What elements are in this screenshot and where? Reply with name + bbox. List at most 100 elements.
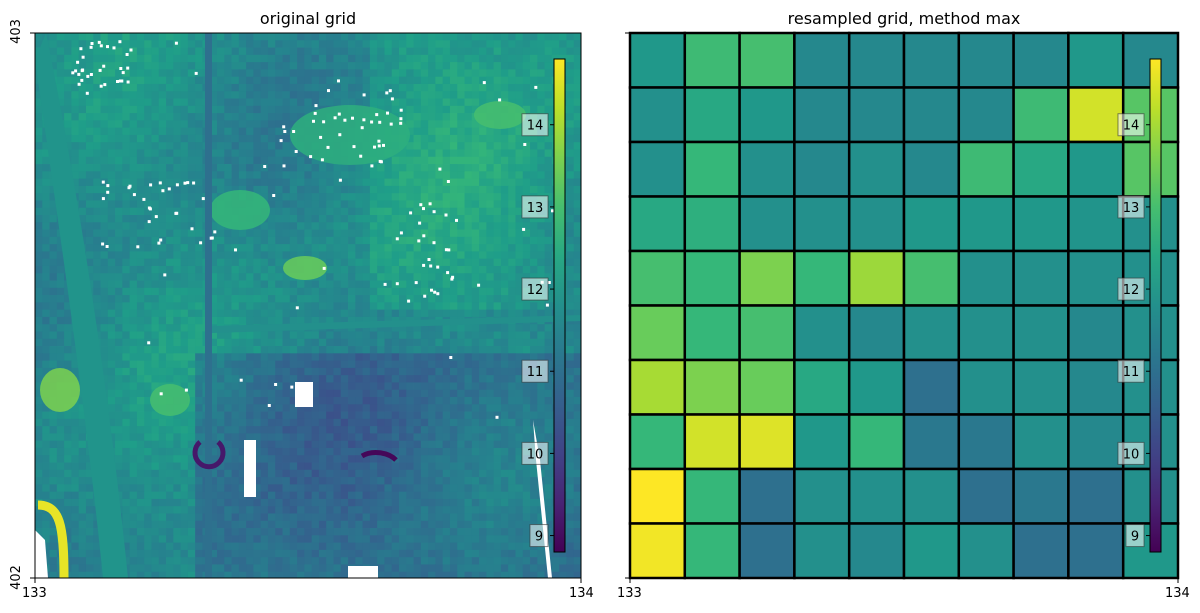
texture-cell xyxy=(64,33,72,41)
texture-cell xyxy=(399,469,407,478)
texture-cell xyxy=(158,447,167,456)
texture-cell xyxy=(151,236,160,245)
texture-cell xyxy=(129,404,138,412)
texture-cell xyxy=(530,229,538,238)
texture-cell xyxy=(522,433,531,442)
texture-cell xyxy=(115,120,123,129)
texture-cell xyxy=(136,302,145,311)
texture-cell xyxy=(238,33,247,41)
texture-cell xyxy=(479,207,487,216)
texture-cell xyxy=(151,62,160,70)
texture-cell xyxy=(93,69,101,78)
texture-cell xyxy=(399,33,407,41)
texture-cell xyxy=(333,171,342,179)
texture-cell xyxy=(56,83,65,92)
texture-cell xyxy=(180,353,189,361)
texture-cell xyxy=(115,98,123,107)
texture-cell xyxy=(413,149,422,158)
texture-cell xyxy=(406,251,414,260)
texture-cell xyxy=(515,477,524,485)
texture-cell xyxy=(195,69,203,78)
texture-cell xyxy=(457,47,465,56)
texture-cell xyxy=(464,164,473,172)
texture-cell xyxy=(85,498,94,507)
texture-cell xyxy=(297,40,305,48)
texture-cell xyxy=(180,498,189,507)
texture-cell xyxy=(35,360,43,369)
texture-cell xyxy=(449,33,458,41)
texture-cell xyxy=(35,375,43,383)
texture-cell xyxy=(479,258,487,267)
texture-cell xyxy=(231,309,240,318)
texture-cell xyxy=(253,113,262,121)
texture-cell xyxy=(435,273,444,281)
texture-cell xyxy=(566,62,575,70)
texture-cell xyxy=(115,309,123,318)
texture-cell xyxy=(544,251,553,260)
texture-cell xyxy=(187,455,196,463)
texture-cell xyxy=(369,498,378,507)
texture-cell xyxy=(537,309,545,318)
texture-cell xyxy=(508,178,516,187)
texture-cell xyxy=(100,120,109,129)
texture-cell xyxy=(318,382,327,391)
texture-cell xyxy=(260,273,269,281)
texture-cell xyxy=(442,462,451,471)
texture-cell xyxy=(573,164,581,172)
texture-cell xyxy=(522,33,531,41)
texture-cell xyxy=(318,222,327,230)
texture-cell xyxy=(457,156,465,165)
texture-cell xyxy=(442,375,451,383)
texture-cell xyxy=(391,440,400,449)
texture-cell xyxy=(85,506,94,514)
texture-cell xyxy=(224,462,232,471)
texture-cell xyxy=(151,200,160,209)
texture-cell xyxy=(413,185,422,194)
texture-cell xyxy=(449,411,458,420)
texture-cell xyxy=(158,477,167,485)
texture-cell xyxy=(420,433,429,442)
texture-cell xyxy=(144,33,152,41)
texture-cell xyxy=(348,367,356,376)
texture-cell xyxy=(311,156,320,165)
texture-cell xyxy=(362,69,371,78)
texture-cell xyxy=(493,134,502,143)
texture-cell xyxy=(369,491,378,500)
texture-cell xyxy=(129,244,138,252)
texture-cell xyxy=(326,91,334,99)
texture-cell xyxy=(333,338,342,347)
texture-cell xyxy=(122,105,131,114)
texture-cell xyxy=(428,215,436,223)
texture-cell xyxy=(187,244,196,252)
texture-cell xyxy=(413,207,422,216)
texture-cell xyxy=(391,375,400,383)
texture-cell xyxy=(78,113,87,121)
texture-cell xyxy=(420,447,429,456)
texture-cell xyxy=(289,76,298,85)
texture-cell xyxy=(253,375,262,383)
texture-cell xyxy=(449,105,458,114)
texture-cell xyxy=(449,47,458,56)
texture-cell xyxy=(500,171,509,179)
texture-cell xyxy=(180,477,189,485)
texture-cell xyxy=(573,418,581,427)
texture-cell xyxy=(508,91,516,99)
texture-cell xyxy=(355,33,363,41)
texture-cell xyxy=(457,40,465,48)
texture-cell xyxy=(318,280,327,289)
texture-cell xyxy=(449,193,458,201)
texture-cell xyxy=(100,324,109,332)
texture-cell xyxy=(275,426,283,434)
texture-cell xyxy=(537,397,545,405)
texture-cell xyxy=(42,440,50,449)
texture-cell xyxy=(42,178,50,187)
texture-cell xyxy=(399,462,407,471)
texture-cell xyxy=(85,69,94,78)
texture-cell xyxy=(282,156,291,165)
texture-cell xyxy=(107,367,116,376)
texture-cell xyxy=(35,229,43,238)
texture-cell xyxy=(282,33,291,41)
texture-cell xyxy=(107,120,116,129)
texture-cell xyxy=(136,54,145,63)
texture-cell xyxy=(420,33,429,41)
